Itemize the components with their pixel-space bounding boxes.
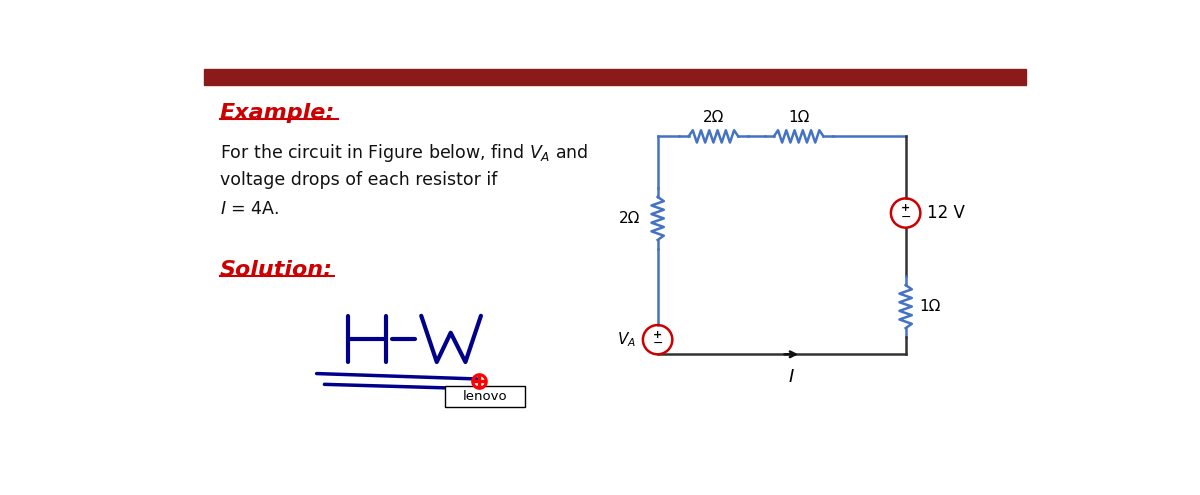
Text: For the circuit in Figure below, find $V_A$ and: For the circuit in Figure below, find $V… — [220, 142, 588, 164]
Text: $V_A$: $V_A$ — [617, 330, 636, 349]
FancyBboxPatch shape — [444, 386, 526, 407]
Text: Solution:: Solution: — [220, 259, 332, 280]
Text: $I$: $I$ — [787, 368, 794, 386]
Text: 1Ω: 1Ω — [919, 299, 941, 314]
Text: −: − — [653, 338, 662, 350]
Text: $I$ = 4A.: $I$ = 4A. — [220, 200, 280, 218]
Text: Example:: Example: — [220, 103, 335, 123]
Text: 12 V: 12 V — [928, 204, 965, 222]
Bar — [204, 69, 1026, 85]
Text: +: + — [901, 203, 911, 213]
Text: +: + — [653, 330, 662, 340]
Text: 1Ω: 1Ω — [788, 110, 809, 125]
Text: −: − — [900, 211, 911, 224]
Text: lenovo: lenovo — [462, 390, 508, 403]
Text: 2Ω: 2Ω — [703, 110, 724, 125]
Text: 2Ω: 2Ω — [619, 211, 641, 226]
Text: voltage drops of each resistor if: voltage drops of each resistor if — [220, 171, 497, 189]
